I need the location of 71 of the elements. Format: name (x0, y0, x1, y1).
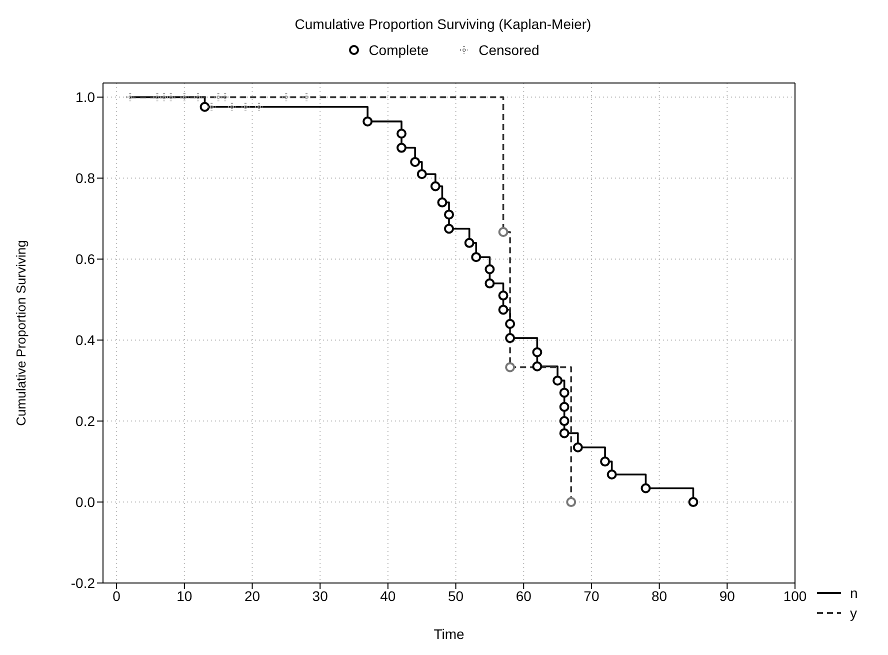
point (362, 116, 373, 126)
point (532, 347, 542, 358)
point (471, 252, 482, 262)
point (213, 92, 224, 102)
x-tick-label: 60 (516, 588, 532, 604)
point (254, 102, 264, 112)
point (396, 128, 407, 139)
point (396, 142, 407, 153)
x-tick-label: 30 (312, 588, 328, 604)
x-tick-label: 90 (719, 588, 736, 604)
point (559, 388, 570, 398)
point (444, 224, 454, 234)
point (559, 402, 570, 412)
point (152, 92, 162, 102)
x-tick-label: 10 (176, 588, 192, 604)
point (505, 333, 516, 344)
point (281, 92, 292, 102)
point (200, 102, 210, 112)
point (498, 304, 508, 315)
point (505, 318, 516, 329)
point (484, 264, 495, 274)
legend-label: n (850, 585, 858, 601)
point (559, 416, 570, 426)
x-tick-label: 100 (783, 588, 807, 604)
point (416, 169, 427, 180)
x-tick-label: 40 (380, 588, 396, 604)
point (600, 456, 610, 467)
y-tick-label: 0.0 (76, 494, 96, 510)
x-tick-label: 70 (584, 588, 600, 604)
point (484, 278, 495, 288)
y-tick-label: 0.8 (76, 170, 96, 186)
y-axis-title: Cumulative Proportion Surviving (14, 240, 29, 426)
legend-label: Complete (368, 42, 429, 58)
point (606, 470, 617, 480)
point (688, 497, 698, 508)
point (166, 92, 176, 102)
chart-title: Cumulative Proportion Surviving (Kaplan-Meier) (294, 16, 592, 32)
point (498, 290, 508, 301)
point (532, 361, 542, 372)
point (226, 102, 237, 112)
point (559, 428, 570, 438)
point (179, 92, 190, 102)
x-tick-label: 0 (112, 588, 121, 604)
x-tick-label: 50 (448, 588, 464, 604)
point (192, 92, 203, 102)
y-tick-label: 0.2 (76, 413, 96, 430)
point (206, 102, 217, 112)
point (552, 376, 563, 386)
point (437, 197, 448, 208)
y-tick-label: 1.0 (76, 89, 96, 106)
point (640, 483, 651, 494)
legend-label: Censored (478, 42, 540, 58)
point (566, 497, 576, 508)
point (505, 362, 516, 372)
point (430, 181, 440, 192)
x-tick-label: 80 (652, 588, 668, 604)
y-tick-label: 0.4 (76, 332, 96, 348)
legend-label: y (850, 605, 857, 621)
x-tick-label: 20 (244, 588, 260, 604)
point (444, 210, 454, 220)
point (240, 102, 250, 112)
point (302, 92, 312, 102)
point (220, 92, 230, 102)
y-tick-label: -0.2 (70, 574, 96, 591)
point (410, 156, 420, 167)
point (498, 226, 508, 237)
point (572, 442, 583, 452)
point (464, 238, 474, 248)
y-tick-label: 0.6 (76, 251, 96, 268)
x-axis-title: Time (434, 626, 465, 642)
point (125, 92, 136, 102)
